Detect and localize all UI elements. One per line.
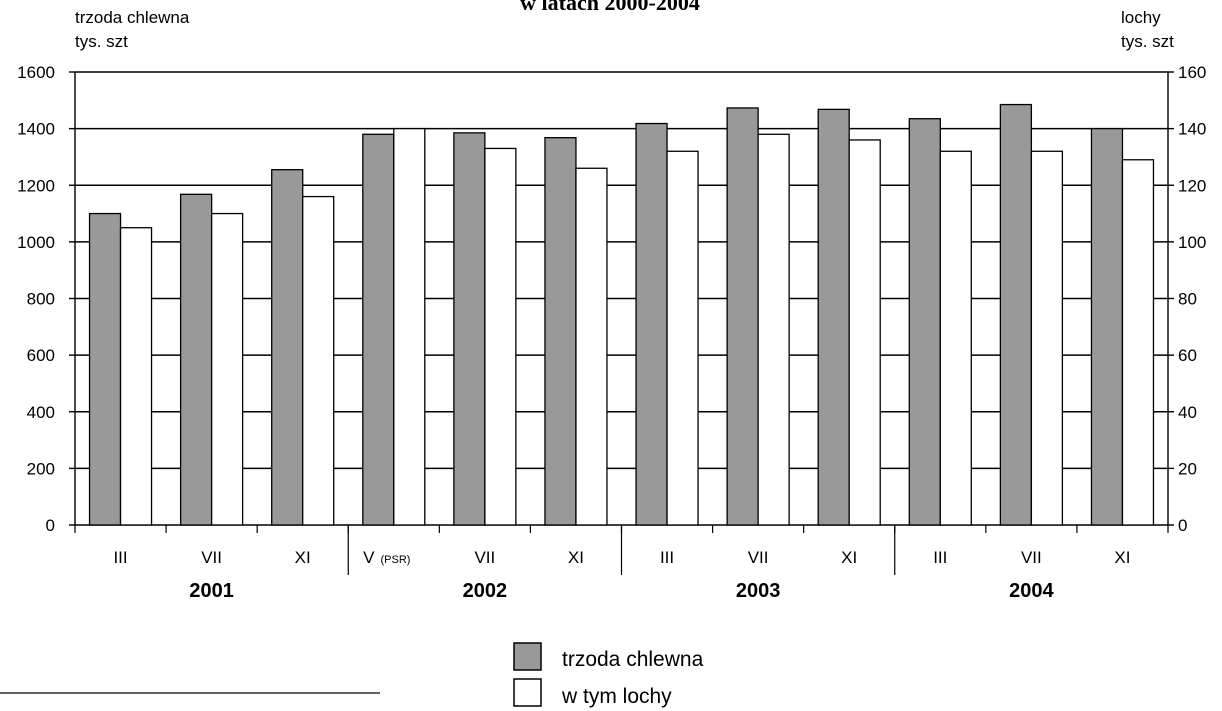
x-category-label: XI bbox=[841, 548, 857, 567]
y-right-tick-label: 20 bbox=[1178, 459, 1197, 478]
y-left-tick-label: 1400 bbox=[17, 120, 55, 139]
y-right-tick-label: 120 bbox=[1178, 176, 1206, 195]
y-right-tick-label: 100 bbox=[1178, 233, 1206, 252]
bar-lochy bbox=[575, 167, 608, 526]
x-category-label: XI bbox=[1114, 548, 1130, 567]
legend-swatch-trzoda bbox=[513, 642, 542, 671]
bar-trzoda bbox=[179, 193, 213, 526]
x-category-label: VII bbox=[201, 548, 222, 567]
x-years: 2001 2002 2003 2004 bbox=[189, 580, 1054, 602]
bar-lochy bbox=[757, 133, 790, 526]
bar-lochy bbox=[302, 195, 335, 526]
bar-lochy bbox=[939, 150, 972, 526]
y-right-label-line2: tys. szt bbox=[1121, 32, 1174, 51]
chart-title: w latach 2000-2004 bbox=[520, 0, 700, 15]
legend-label-lochy: w tym lochy bbox=[561, 685, 672, 708]
y-right-tick-label: 80 bbox=[1178, 290, 1197, 309]
grid-lines bbox=[75, 71, 1168, 526]
bar-trzoda bbox=[908, 118, 941, 526]
y-right-tick-label: 160 bbox=[1178, 63, 1206, 82]
y-left-tick-label: 1000 bbox=[17, 233, 55, 252]
y-left-tick-label: 400 bbox=[27, 403, 55, 422]
y-left-tick-label: 1600 bbox=[17, 63, 55, 82]
x-year-label: 2001 bbox=[189, 580, 234, 602]
bar-lochy bbox=[210, 212, 244, 526]
y-right-tick-label: 40 bbox=[1178, 403, 1197, 422]
bars bbox=[88, 103, 1155, 526]
x-category-label: XI bbox=[568, 548, 584, 567]
bar-lochy bbox=[1121, 159, 1155, 526]
y-right-tick-label: 140 bbox=[1178, 120, 1206, 139]
y-left-tick-label: 600 bbox=[27, 346, 55, 365]
bar-trzoda bbox=[88, 212, 122, 526]
y-left-label-line1: trzoda chlewna bbox=[75, 8, 190, 27]
x-year-label: 2003 bbox=[736, 580, 781, 602]
bar-trzoda bbox=[1090, 127, 1124, 526]
x-year-label: 2004 bbox=[1009, 580, 1054, 602]
x-category-note: (PSR) bbox=[380, 554, 410, 566]
x-category-label: V (PSR) bbox=[363, 548, 410, 567]
x-category-label: VII bbox=[1021, 548, 1042, 567]
bar-trzoda bbox=[999, 103, 1033, 526]
x-category-label: VII bbox=[748, 548, 769, 567]
bar-lochy bbox=[119, 227, 153, 526]
bar-lochy bbox=[666, 150, 699, 526]
y-left-ticks: 0 200 400 600 800 1000 1200 1400 1600 bbox=[17, 63, 55, 535]
bar-trzoda bbox=[453, 132, 486, 526]
y-left-tick-label: 800 bbox=[27, 290, 55, 309]
bar-lochy bbox=[1030, 150, 1064, 526]
y-left-label-line2: tys. szt bbox=[75, 32, 128, 51]
x-category-label: III bbox=[113, 548, 127, 567]
legend-swatch-lochy bbox=[513, 678, 542, 707]
x-category-label: III bbox=[933, 548, 947, 567]
y-left-tick-label: 200 bbox=[27, 459, 55, 478]
axes bbox=[69, 71, 1174, 575]
x-year-label: 2002 bbox=[463, 580, 508, 602]
bar-lochy bbox=[848, 139, 881, 526]
bar-trzoda bbox=[817, 108, 850, 526]
chart-title-text: w latach 2000-2004 bbox=[520, 0, 700, 15]
bar-trzoda bbox=[362, 133, 395, 526]
legend: trzoda chlewna w tym lochy bbox=[513, 642, 704, 708]
bar-lochy bbox=[484, 147, 517, 526]
bar-trzoda bbox=[544, 137, 577, 526]
y-left-tick-label: 1200 bbox=[17, 176, 55, 195]
bar-trzoda bbox=[635, 122, 668, 526]
x-category-label: VII bbox=[474, 548, 495, 567]
bar-trzoda bbox=[271, 169, 304, 526]
x-category-label: XI bbox=[295, 548, 311, 567]
legend-label-trzoda: trzoda chlewna bbox=[562, 648, 704, 671]
bar-trzoda bbox=[726, 107, 759, 526]
y-right-label-line1: lochy bbox=[1121, 8, 1161, 27]
y-right-ticks: 0 20 40 60 80 100 120 140 160 bbox=[1178, 63, 1206, 535]
x-category-label: III bbox=[660, 548, 674, 567]
bar-lochy bbox=[393, 127, 426, 526]
y-left-tick-label: 0 bbox=[46, 516, 55, 535]
y-right-tick-label: 60 bbox=[1178, 346, 1197, 365]
y-right-tick-label: 0 bbox=[1178, 516, 1187, 535]
